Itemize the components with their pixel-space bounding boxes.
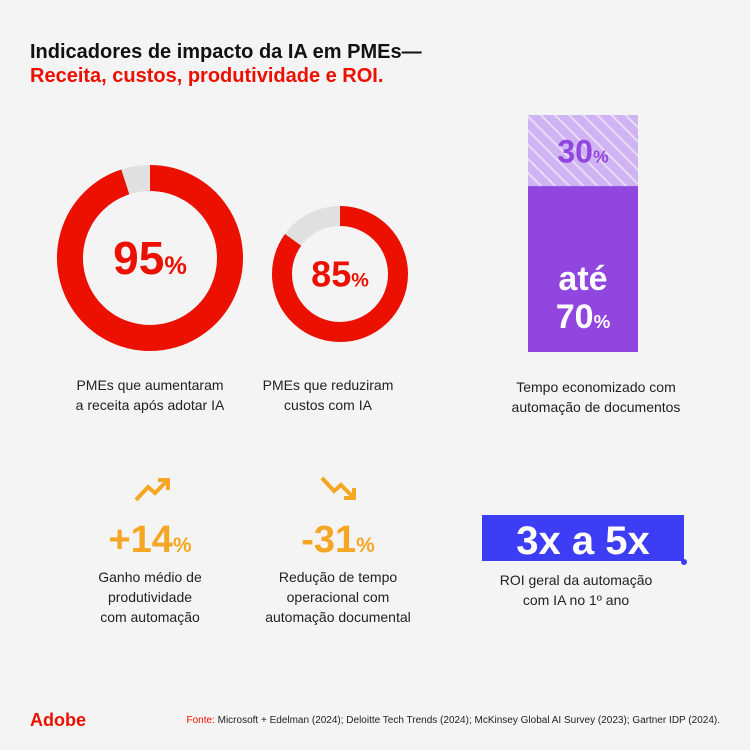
stat-number: 30	[557, 134, 593, 170]
stat-number: 95	[113, 232, 164, 284]
bar-segment-top	[528, 115, 638, 187]
bar-segment-bottom	[528, 186, 638, 352]
caption: produtividade	[108, 589, 192, 605]
logo: Adobe	[30, 710, 86, 730]
stat-value: 95%	[113, 232, 187, 284]
source-text: Microsoft + Edelman (2024); Deloitte Tec…	[218, 715, 720, 726]
stat-unit: %	[594, 311, 611, 332]
stat-value: 85%	[311, 254, 369, 295]
caption: custos com IA	[284, 397, 373, 413]
caption: Redução de tempo	[279, 569, 398, 585]
stat-unit: %	[593, 147, 609, 167]
source: Fonte: Microsoft + Edelman (2024); Deloi…	[186, 715, 720, 726]
stat-number: +14	[108, 519, 172, 561]
stat-number: 85	[311, 254, 351, 295]
caption: PMEs que aumentaram	[76, 377, 223, 393]
stat-value: -31%	[301, 519, 375, 561]
up-arrow-icon	[134, 478, 170, 502]
roi-value: 3x a 5x	[516, 519, 649, 563]
caption: a receita após adotar IA	[76, 397, 225, 413]
caption: automação de documentos	[512, 399, 681, 415]
donut-arc	[57, 165, 243, 351]
roi-box	[482, 515, 684, 561]
caption: automação documental	[265, 609, 411, 625]
donut-arc	[272, 206, 408, 342]
stat-value: 70%	[556, 298, 611, 336]
caption: PMEs que reduziram	[263, 377, 394, 393]
title: Indicadores de impacto da IA em PMEs—	[30, 41, 422, 63]
stat-number: 70	[556, 298, 594, 336]
stat-unit: %	[351, 270, 369, 292]
stat-unit: %	[173, 534, 192, 557]
stat-number: -31	[301, 519, 356, 561]
caption: com IA no 1º ano	[523, 592, 630, 608]
stat-unit: %	[356, 534, 375, 557]
caption: ROI geral da automação	[500, 572, 653, 588]
bar-prefix: até	[558, 260, 607, 298]
source-label: Fonte:	[186, 715, 214, 726]
caption: operacional com	[287, 589, 390, 605]
caption: Ganho médio de	[98, 569, 202, 585]
roi-dot	[681, 559, 687, 565]
stat-unit: %	[164, 252, 187, 280]
caption: Tempo economizado com	[516, 379, 676, 395]
subtitle: Receita, custos, produtividade e ROI.	[30, 65, 383, 87]
down-arrow-icon	[320, 476, 356, 500]
stat-value: +14%	[108, 519, 191, 561]
caption: com automação	[100, 609, 200, 625]
stat-value: 30%	[557, 134, 609, 170]
